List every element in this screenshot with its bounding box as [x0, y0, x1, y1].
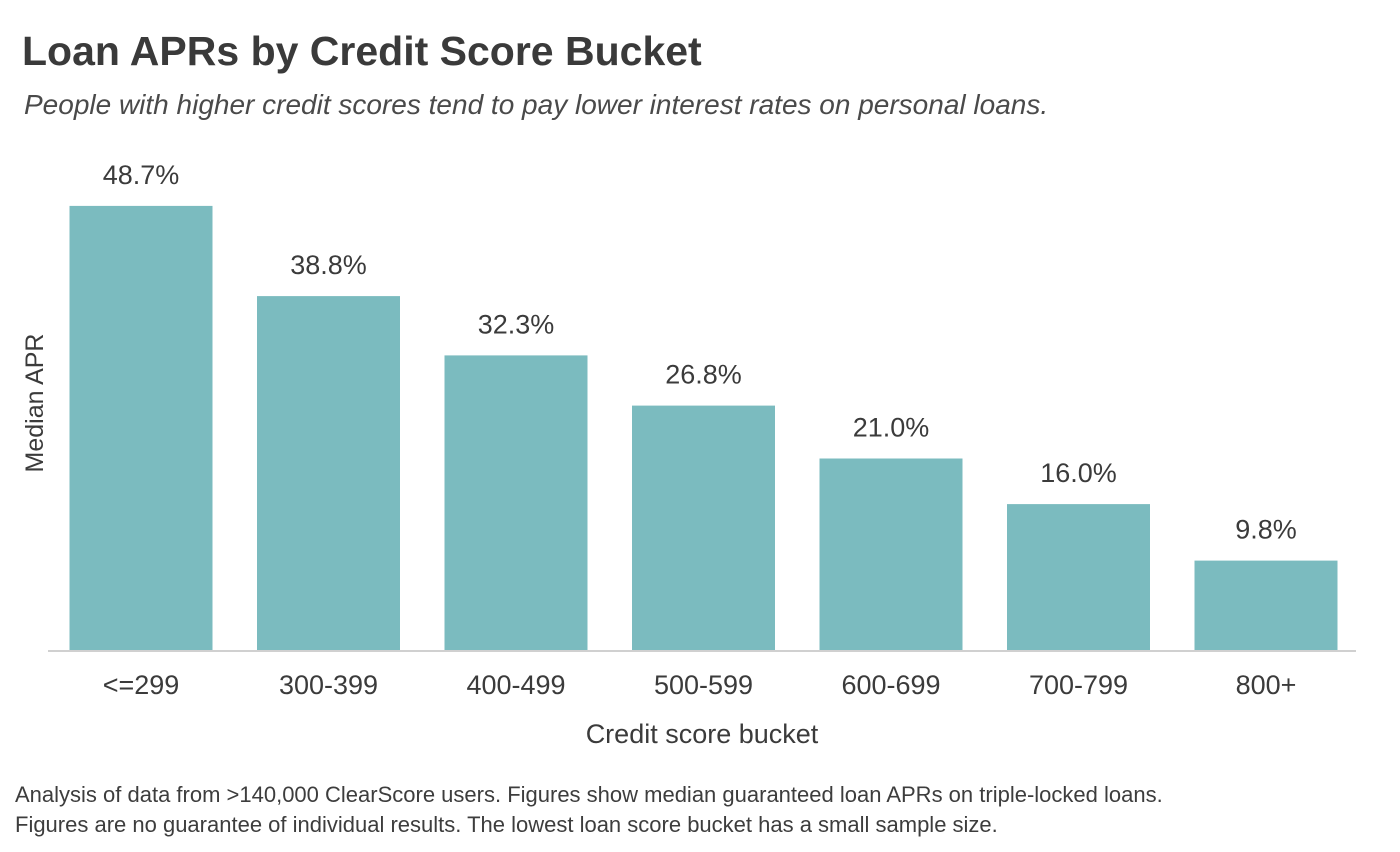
bar-600-699: [819, 458, 963, 650]
value-label: 32.3%: [478, 309, 555, 339]
bar-500-599: [632, 405, 775, 650]
bar-300-399: [257, 296, 400, 650]
value-label: 48.7%: [103, 160, 180, 190]
value-label: 16.0%: [1040, 458, 1117, 488]
value-labels-group: 48.7% 38.8% 32.3% 26.8% 21.0% 16.0% 9.8%: [103, 160, 1297, 545]
chart-subtitle: People with higher credit scores tend to…: [24, 89, 1049, 120]
bar-800+: [1194, 560, 1338, 650]
value-label: 9.8%: [1235, 515, 1297, 545]
x-tick-label: 600-699: [841, 670, 940, 700]
chart-title: Loan APRs by Credit Score Bucket: [22, 28, 702, 74]
bars-group: [69, 205, 1338, 650]
x-tick-label: 500-599: [654, 670, 753, 700]
footnote-line-1: Analysis of data from >140,000 ClearScor…: [15, 782, 1163, 807]
footnote: Analysis of data from >140,000 ClearScor…: [15, 780, 1163, 840]
footnote-line-2: Figures are no guarantee of individual r…: [15, 812, 998, 837]
x-tick-label: <=299: [103, 670, 180, 700]
value-label: 26.8%: [665, 360, 742, 390]
value-label: 21.0%: [853, 413, 930, 443]
x-tick-label: 300-399: [279, 670, 378, 700]
x-tick-labels-group: <=299 300-399 400-499 500-599 600-699 700-799…: [103, 670, 1297, 700]
value-label: 38.8%: [290, 250, 367, 280]
x-tick-label: 400-499: [466, 670, 565, 700]
x-axis-title: Credit score bucket: [586, 719, 819, 749]
y-axis-title: Median APR: [21, 334, 49, 473]
bar-700-799: [1007, 504, 1150, 650]
x-tick-label: 700-799: [1029, 670, 1128, 700]
bar-chart: 48.7% 38.8% 32.3% 26.8% 21.0% 16.0% 9.8% <=299…: [21, 160, 1356, 749]
bar-400-499: [444, 355, 588, 650]
x-tick-label: 800+: [1236, 670, 1297, 700]
bar-<=299: [69, 205, 213, 650]
